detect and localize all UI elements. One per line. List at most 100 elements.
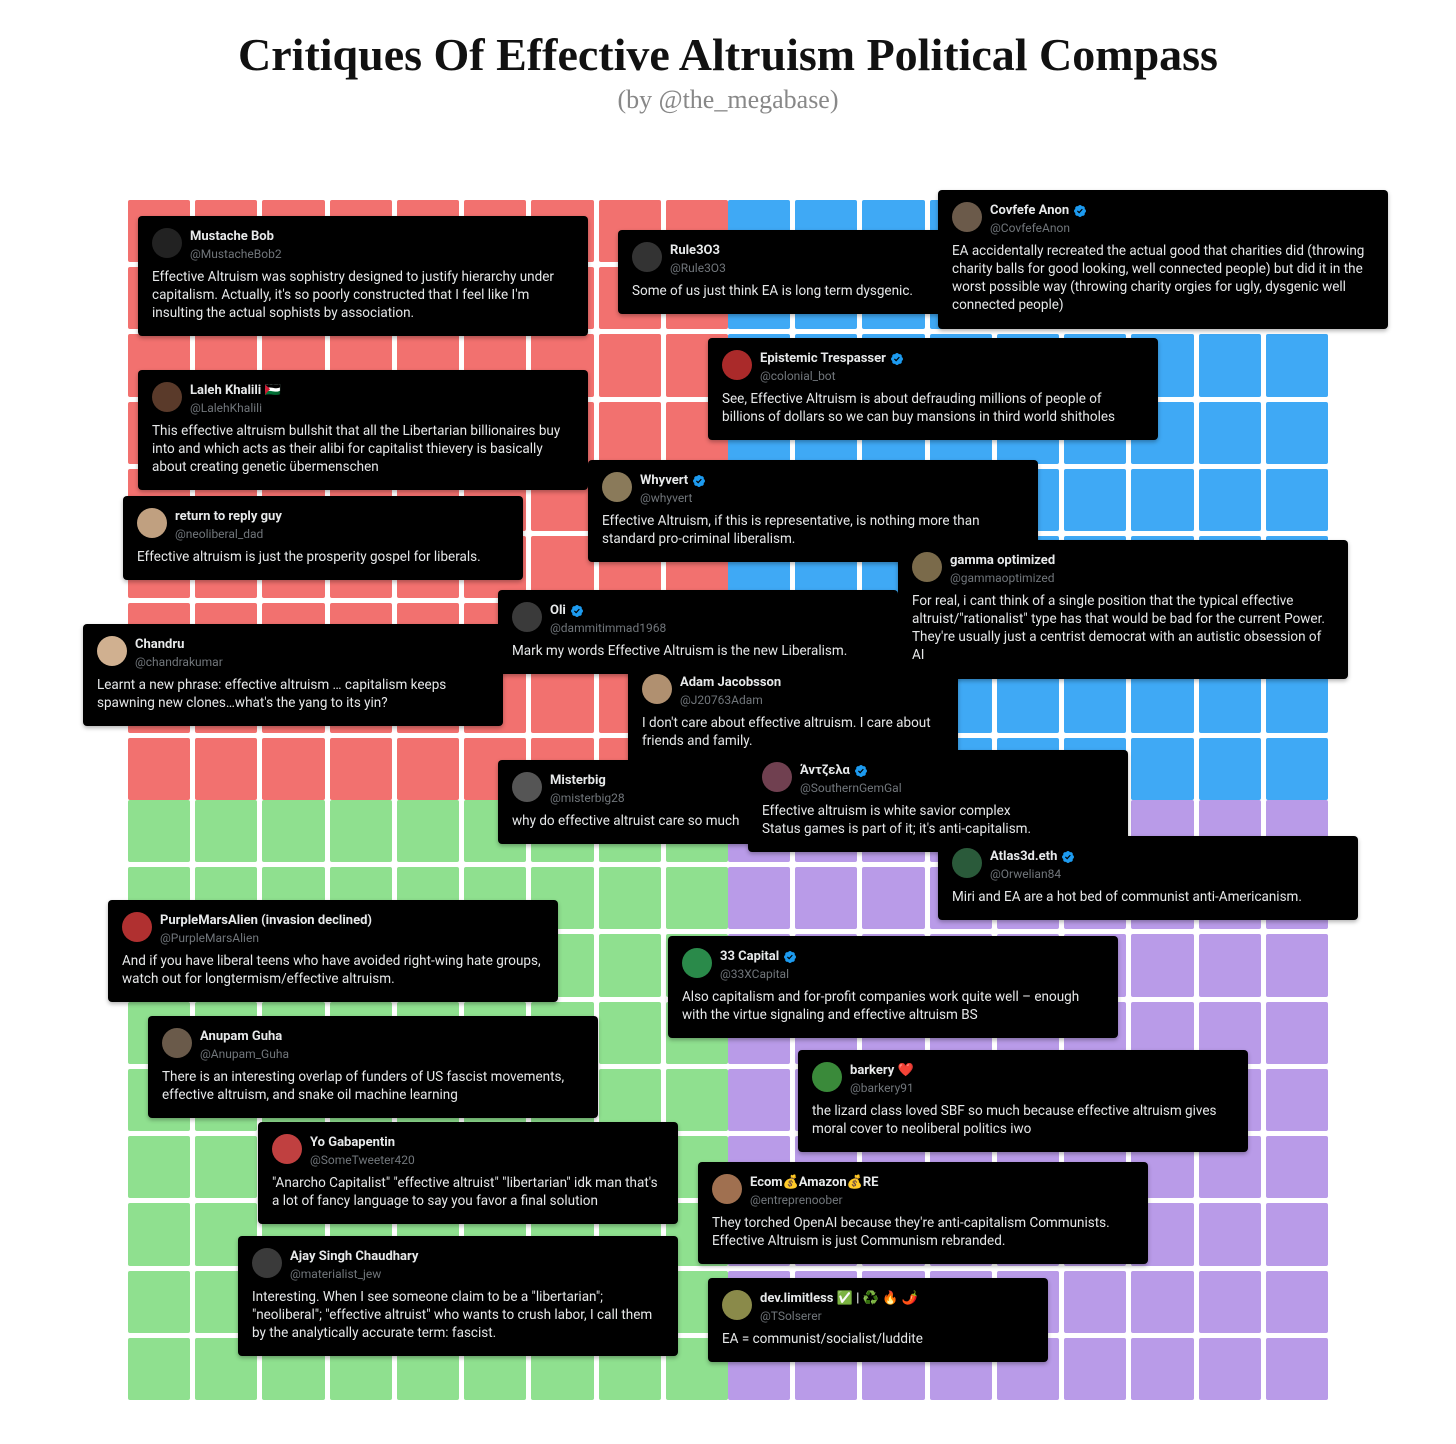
tweet-name-row: Covfefe Anon	[990, 202, 1087, 220]
tweet-name-row: Adam Jacobsson	[680, 674, 781, 692]
tweet-card: dev.limitless ✅ | ♻️ 🔥 🌶️@TSolserer EA = …	[708, 1278, 1048, 1362]
verified-icon	[854, 764, 868, 778]
tweet-name-col: Chandru@chandrakumar	[135, 636, 223, 670]
tweet-header: Atlas3d.eth@Orwelian84	[952, 848, 1344, 882]
tweet-body: Some of us just think EA is long term dy…	[632, 282, 964, 300]
avatar	[912, 552, 942, 582]
display-name: Chandru	[135, 636, 184, 654]
tweet-card: Mustache Bob@MustacheBob2 Effective Altru…	[138, 216, 588, 336]
tweet-header: return to reply guy@neoliberal_dad	[137, 508, 509, 542]
tweet-card: Chandru@chandrakumar Learnt a new phrase:…	[83, 624, 503, 726]
tweet-card: Rule3O3@Rule3O3 Some of us just think EA …	[618, 230, 978, 314]
tweet-name-row: Ajay Singh Chaudhary	[290, 1248, 418, 1266]
tweet-header: Laleh Khalili 🇵🇸@LalehKhalili	[152, 382, 574, 416]
tweet-card: Atlas3d.eth@Orwelian84 Miri and EA are a …	[938, 836, 1358, 920]
handle: @dammitimmad1968	[550, 620, 666, 636]
tweet-name-col: Rule3O3@Rule3O3	[670, 242, 726, 276]
tweet-name-row: Mustache Bob	[190, 228, 282, 246]
tweet-name-col: Yo Gabapentin@SomeTweeter420	[310, 1134, 415, 1168]
tweet-body: This effective altruism bullshit that al…	[152, 422, 574, 477]
tweet-name-row: Epistemic Trespasser	[760, 350, 904, 368]
display-name: Epistemic Trespasser	[760, 350, 886, 368]
tweet-name-col: Laleh Khalili 🇵🇸@LalehKhalili	[190, 382, 281, 416]
avatar	[642, 674, 672, 704]
tweet-name-row: Άντζελα	[800, 762, 902, 780]
tweet-name-col: Oli@dammitimmad1968	[550, 602, 666, 636]
avatar	[682, 948, 712, 978]
tweet-body: EA = communist/socialist/luddite	[722, 1330, 1034, 1348]
avatar	[722, 350, 752, 380]
verified-icon	[570, 604, 584, 618]
verified-icon	[1073, 204, 1087, 218]
handle: @neoliberal_dad	[175, 526, 282, 542]
tweet-name-row: Laleh Khalili 🇵🇸	[190, 382, 281, 400]
display-name: Rule3O3	[670, 242, 720, 260]
display-name: Mustache Bob	[190, 228, 274, 246]
tweet-body: I don't care about effective altruism. I…	[642, 714, 944, 750]
display-name: Ajay Singh Chaudhary	[290, 1248, 418, 1266]
tweet-card: Anupam Guha@Anupam_Guha There is an inter…	[148, 1016, 598, 1118]
handle: @materialist_jew	[290, 1266, 418, 1282]
verified-icon	[1061, 850, 1075, 864]
avatar	[162, 1028, 192, 1058]
avatar	[152, 382, 182, 412]
tweet-header: Covfefe Anon@CovfefeAnon	[952, 202, 1374, 236]
display-name: Yo Gabapentin	[310, 1134, 395, 1152]
tweet-name-row: gamma optimized	[950, 552, 1055, 570]
avatar	[97, 636, 127, 666]
display-name: Άντζελα	[800, 762, 850, 780]
tweet-card: Epistemic Trespasser@colonial_botSee, Ef…	[708, 338, 1158, 440]
tweet-card: Adam Jacobsson@J20763Adam I don't care ab…	[628, 662, 958, 764]
display-name: Whyvert	[640, 472, 688, 490]
tweet-name-col: barkery ❤️@barkery91	[850, 1062, 914, 1096]
tweet-name-row: dev.limitless ✅ | ♻️ 🔥 🌶️	[760, 1290, 918, 1308]
tweet-name-col: Mustache Bob@MustacheBob2	[190, 228, 282, 262]
display-name: 33 Capital	[720, 948, 779, 966]
tweet-body: There is an interesting overlap of funde…	[162, 1068, 584, 1104]
tweet-name-col: Anupam Guha@Anupam_Guha	[200, 1028, 289, 1062]
tweet-name-col: Whyvert@whyvert	[640, 472, 706, 506]
tweet-header: Άντζελα@SouthernGemGal	[762, 762, 1114, 796]
compass: Mustache Bob@MustacheBob2 Effective Altru…	[128, 200, 1328, 1400]
tweet-header: Adam Jacobsson@J20763Adam	[642, 674, 944, 708]
avatar	[122, 912, 152, 942]
avatar	[632, 242, 662, 272]
tweet-header: barkery ❤️@barkery91	[812, 1062, 1234, 1096]
tweet-card: Ajay Singh Chaudhary@materialist_jewInte…	[238, 1236, 678, 1356]
avatar	[812, 1062, 842, 1092]
tweet-name-row: PurpleMarsAlien (invasion declined)	[160, 912, 372, 930]
tweet-body: Learnt a new phrase: effective altruism …	[97, 676, 489, 712]
handle: @entreprenoober	[750, 1192, 878, 1208]
tweet-card: PurpleMarsAlien (invasion declined)@Purp…	[108, 900, 558, 1002]
page-title: Critiques Of Effective Altruism Politica…	[0, 28, 1456, 81]
tweet-name-row: Misterbig	[550, 772, 625, 790]
handle: @colonial_bot	[760, 368, 904, 384]
tweet-header: Mustache Bob@MustacheBob2	[152, 228, 574, 262]
tweet-card: Ecom💰Amazon💰RE@entreprenooberThey torche…	[698, 1162, 1148, 1264]
handle: @J20763Adam	[680, 692, 781, 708]
tweet-body: Effective altruism is white savior compl…	[762, 802, 1114, 838]
tweet-body: "Anarcho Capitalist" "effective altruist…	[272, 1174, 664, 1210]
display-name: dev.limitless ✅ | ♻️ 🔥 🌶️	[760, 1290, 918, 1308]
tweet-name-col: 33 Capital@33XCapital	[720, 948, 797, 982]
handle: @Anupam_Guha	[200, 1046, 289, 1062]
handle: @TSolserer	[760, 1308, 918, 1324]
handle: @barkery91	[850, 1080, 914, 1096]
tweet-card: gamma optimized@gammaoptimizedFor real, …	[898, 540, 1348, 679]
page-subtitle: (by @the_megabase)	[0, 85, 1456, 115]
tweet-name-row: 33 Capital	[720, 948, 797, 966]
tweet-name-col: PurpleMarsAlien (invasion declined)@Purp…	[160, 912, 372, 946]
avatar	[512, 602, 542, 632]
tweet-name-col: Covfefe Anon@CovfefeAnon	[990, 202, 1087, 236]
tweet-header: Yo Gabapentin@SomeTweeter420	[272, 1134, 664, 1168]
tweet-name-col: Atlas3d.eth@Orwelian84	[990, 848, 1075, 882]
tweet-body: And if you have liberal teens who have a…	[122, 952, 544, 988]
verified-icon	[783, 950, 797, 964]
tweet-body: Miri and EA are a hot bed of communist a…	[952, 888, 1344, 906]
tweet-name-col: Ajay Singh Chaudhary@materialist_jew	[290, 1248, 418, 1282]
display-name: Atlas3d.eth	[990, 848, 1057, 866]
tweet-header: Anupam Guha@Anupam_Guha	[162, 1028, 584, 1062]
tweet-body: Effective Altruism was sophistry designe…	[152, 268, 574, 323]
avatar	[712, 1174, 742, 1204]
display-name: Laleh Khalili 🇵🇸	[190, 382, 281, 400]
